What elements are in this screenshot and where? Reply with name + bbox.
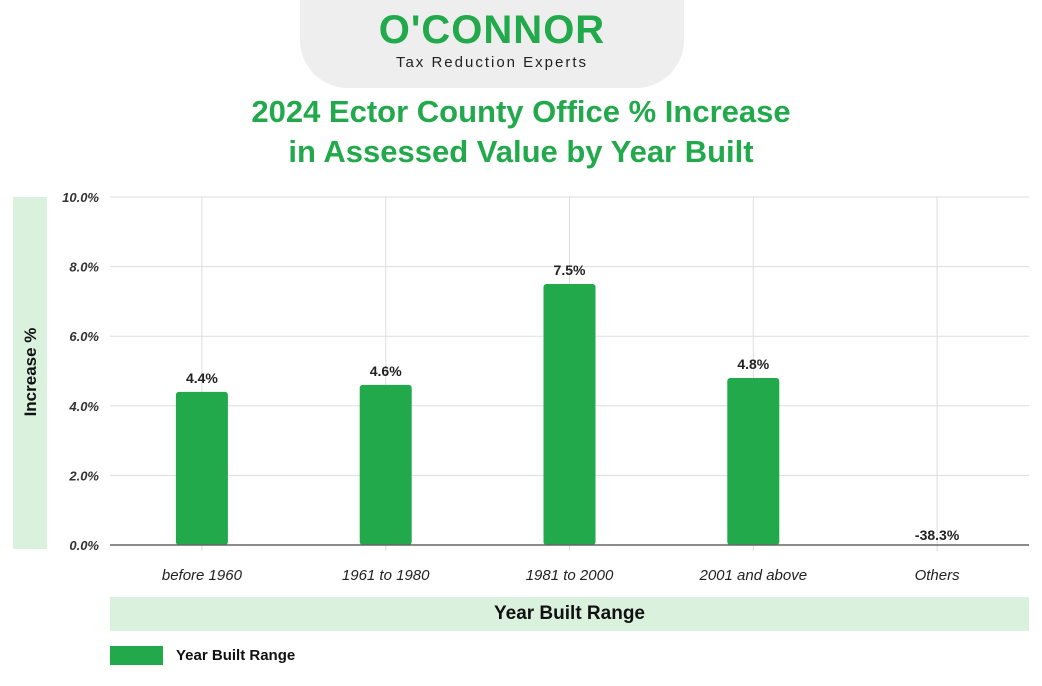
logo-banner: O'CONNOR Tax Reduction Experts bbox=[300, 0, 684, 88]
x-tick-label: 1961 to 1980 bbox=[342, 567, 430, 584]
logo-tagline: Tax Reduction Experts bbox=[395, 54, 589, 71]
legend-swatch bbox=[110, 645, 163, 665]
chart-title-line-2: in Assessed Value by Year Built bbox=[288, 134, 754, 169]
bar bbox=[359, 384, 412, 545]
data-label: -38.3% bbox=[915, 527, 960, 543]
x-axis-label: Year Built Range bbox=[110, 597, 1029, 631]
data-label: 4.8% bbox=[737, 356, 769, 372]
y-axis-label-band bbox=[13, 197, 47, 549]
bar bbox=[175, 391, 228, 545]
y-tick-label: 6.0% bbox=[69, 329, 99, 344]
legend-label: Year Built Range bbox=[176, 646, 296, 664]
x-tick-label: Others bbox=[915, 567, 961, 584]
data-label: 4.6% bbox=[370, 363, 402, 379]
y-tick-label: 2.0% bbox=[68, 468, 99, 483]
chart-title-line-1: 2024 Ector County Office % Increase bbox=[251, 94, 791, 129]
y-tick-label: 10.0% bbox=[62, 190, 99, 205]
y-tick-label: 8.0% bbox=[69, 260, 99, 275]
data-label: 4.4% bbox=[186, 370, 218, 386]
chart-title: 2024 Ector County Office % Increase in A… bbox=[0, 92, 1042, 172]
x-tick-label: 1981 to 2000 bbox=[526, 567, 614, 584]
y-tick-label: 0.0% bbox=[69, 538, 99, 553]
logo-wordmark: O'CONNOR bbox=[378, 8, 606, 52]
bar bbox=[543, 284, 596, 545]
data-label: 7.5% bbox=[554, 262, 586, 278]
legend: Year Built Range bbox=[110, 645, 295, 665]
y-tick-label: 4.0% bbox=[68, 399, 99, 414]
x-tick-label: before 1960 bbox=[162, 567, 243, 584]
bar bbox=[727, 377, 780, 545]
x-tick-label: 2001 and above bbox=[698, 567, 807, 584]
